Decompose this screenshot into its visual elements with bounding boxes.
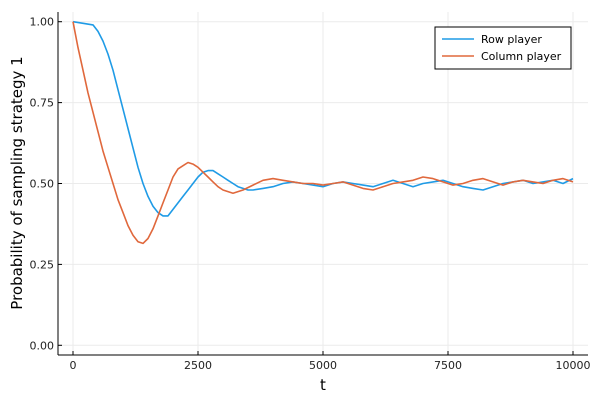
y-tick-label: 0.50 [30,178,55,191]
x-axis-label: t [320,376,326,394]
x-tick-label: 10000 [556,359,591,372]
row-player-line [72,20,574,217]
grid-lines [58,12,588,355]
legend: Row player Column player [434,26,572,70]
y-tick-label: 1.00 [30,16,55,29]
series-lines [72,20,574,245]
legend-row-player-label: Row player [481,33,542,46]
legend-box [434,26,572,70]
x-tick-label: 7500 [434,359,462,372]
column-player-line [72,21,574,245]
y-tick-label: 0.25 [30,258,55,271]
x-tick-label: 2500 [184,359,212,372]
y-tick-labels: 0.00 0.25 0.50 0.75 1.00 [30,16,55,353]
x-tick-labels: 0 2500 5000 7500 10000 [70,359,591,372]
x-tick-label: 5000 [309,359,337,372]
axes [57,12,588,356]
y-tick-label: 0.00 [30,339,55,352]
x-tick-label: 0 [70,359,77,372]
y-tick-label: 0.75 [30,97,55,110]
legend-column-player-label: Column player [481,50,562,63]
y-axis-label: Probability of sampling strategy 1 [8,56,26,309]
